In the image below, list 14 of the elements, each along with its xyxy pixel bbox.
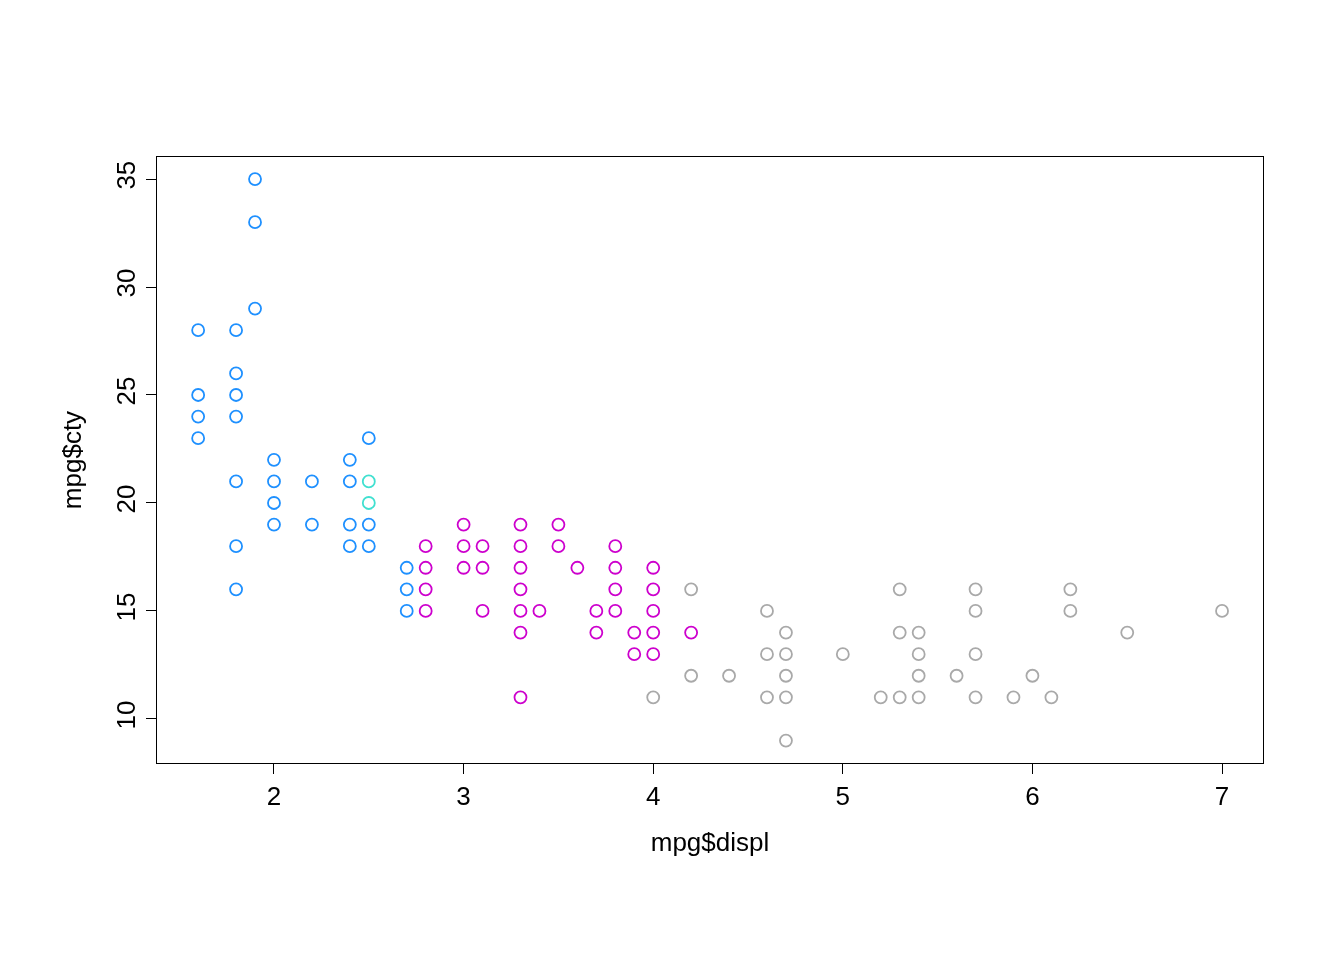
y-tick-label: 10: [111, 700, 142, 730]
x-tick-label: 4: [645, 781, 661, 812]
y-tick-label: 30: [111, 268, 142, 298]
x-tick-label: 5: [835, 781, 851, 812]
y-tick-label: 20: [111, 484, 142, 514]
x-tick-label: 3: [456, 781, 471, 812]
y-tick-label: 25: [111, 376, 142, 406]
x-tick-label: 2: [266, 781, 282, 812]
x-tick-label: 7: [1214, 781, 1230, 812]
x-axis-title: mpg$displ: [650, 827, 770, 858]
y-tick-label: 35: [111, 160, 142, 190]
y-axis-title: mpg$cty: [56, 410, 87, 510]
y-tick-label: 15: [111, 592, 142, 622]
x-tick-label: 6: [1025, 781, 1040, 812]
